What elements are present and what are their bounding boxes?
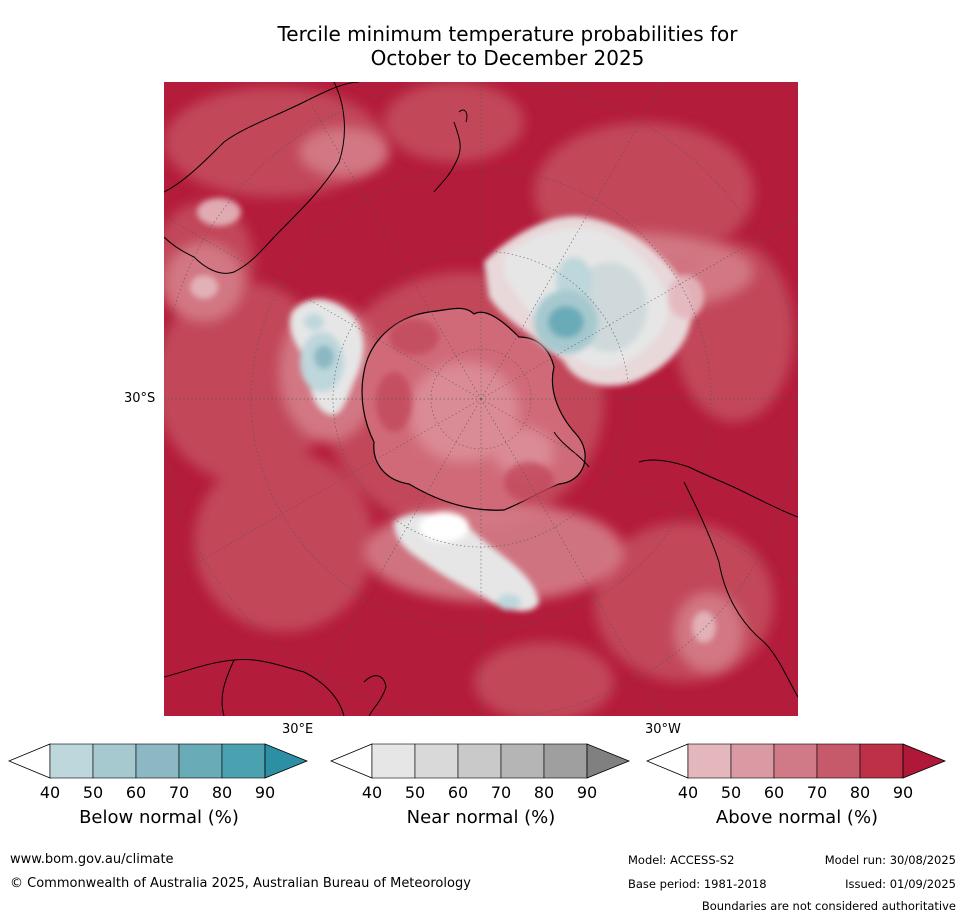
below-normal-patch-weddell: [534, 290, 598, 354]
disclaimer-text: Boundaries are not considered authoritat…: [701, 899, 956, 913]
colorbar-near-normal-label: Near normal (%): [406, 807, 556, 828]
colorbar-above-normal-segment: [816, 743, 861, 779]
colorbar-above-normal-segment: [687, 743, 732, 779]
colorbar-below-normal-label: Below normal (%): [79, 807, 239, 828]
colorbar-below-normal-segment: [221, 743, 266, 779]
colorbar-below-normal-segment: [135, 743, 180, 779]
south-america-outline: [638, 459, 798, 698]
colorbar-below-normal-segment: [178, 743, 223, 779]
colorbar-tick-label: 40: [361, 783, 383, 802]
africa-outline: [164, 658, 345, 716]
colorbar-below-normal-swatches: [8, 743, 309, 779]
map-title-line-2: October to December 2025: [370, 46, 645, 70]
latitude-label-30s: 30°S: [124, 391, 156, 406]
colorbar-above-normal: 40 50 60 70 80 90 Above normal (%): [646, 743, 948, 843]
colorbar-tick-label: 70: [168, 783, 190, 802]
near-normal-region-west: [289, 299, 364, 416]
colorbar-tick-label: 90: [254, 783, 276, 802]
colorbar-tick-label: 80: [849, 783, 871, 802]
colorbar-below-normal-max-extension: [264, 743, 309, 779]
colorbar-tick-label: 40: [677, 783, 699, 802]
meridian-label-30w: 30°W: [645, 722, 681, 737]
probability-map: [164, 82, 798, 716]
coastlines: [164, 82, 798, 716]
colorbar-above-normal-max-extension: [902, 743, 947, 779]
colorbar-tick-label: 80: [211, 783, 233, 802]
colorbar-below-normal-min-extension: [8, 743, 51, 779]
colorbar-tick-label: 90: [576, 783, 598, 802]
model-text: Model: ACCESS-S2: [628, 853, 735, 867]
colorbar-above-normal-label: Above normal (%): [715, 807, 879, 828]
website-text: www.bom.gov.au/climate: [10, 852, 174, 867]
colorbar-tick-label: 90: [892, 783, 914, 802]
colorbar-tick-label: 70: [490, 783, 512, 802]
meridian-label-30e: 30°E: [282, 722, 314, 737]
colorbar-tick-label: 50: [720, 783, 742, 802]
colorbar-near-normal-segment: [500, 743, 545, 779]
colorbar-near-normal-segment: [414, 743, 459, 779]
colorbar-near-normal-segment: [371, 743, 416, 779]
colorbar-above-normal-segment: [859, 743, 904, 779]
australia-outline: [164, 82, 360, 274]
colorbar-near-normal-min-extension: [330, 743, 373, 779]
colorbar-tick-label: 80: [533, 783, 555, 802]
colorbar-below-normal: 40 50 60 70 80 90 Below normal (%): [8, 743, 310, 843]
new-zealand-outline: [433, 109, 468, 193]
colorbar-near-normal-segment: [457, 743, 502, 779]
colorbar-tick-label: 60: [763, 783, 785, 802]
colorbar-tick-label: 40: [39, 783, 61, 802]
issued-text: Issued: 01/09/2025: [845, 877, 956, 891]
colorbar-near-normal-segment: [543, 743, 588, 779]
colorbar-near-normal-max-extension: [586, 743, 631, 779]
model-run-text: Model run: 30/08/2025: [824, 853, 956, 867]
colorbar-near-normal-swatches: [330, 743, 631, 779]
graticule: [164, 82, 798, 716]
copyright-text: © Commonwealth of Australia 2025, Austra…: [10, 876, 471, 891]
colorbar-above-normal-swatches: [646, 743, 947, 779]
colorbar-above-normal-min-extension: [646, 743, 689, 779]
colorbar-above-normal-segment: [773, 743, 818, 779]
colorbar-tick-label: 60: [447, 783, 469, 802]
colorbar-tick-label: 50: [404, 783, 426, 802]
colorbar-near-normal: 40 50 60 70 80 90 Near normal (%): [330, 743, 632, 843]
colorbar-below-normal-segment: [92, 743, 137, 779]
map-title-line-1: Tercile minimum temperature probabilitie…: [277, 22, 738, 46]
colorbar-tick-label: 70: [806, 783, 828, 802]
colorbar-tick-label: 60: [125, 783, 147, 802]
base-period-text: Base period: 1981-2018: [628, 877, 767, 891]
colorbar-below-normal-segment: [49, 743, 94, 779]
colorbar-above-normal-segment: [730, 743, 775, 779]
colorbar-tick-label: 50: [82, 783, 104, 802]
